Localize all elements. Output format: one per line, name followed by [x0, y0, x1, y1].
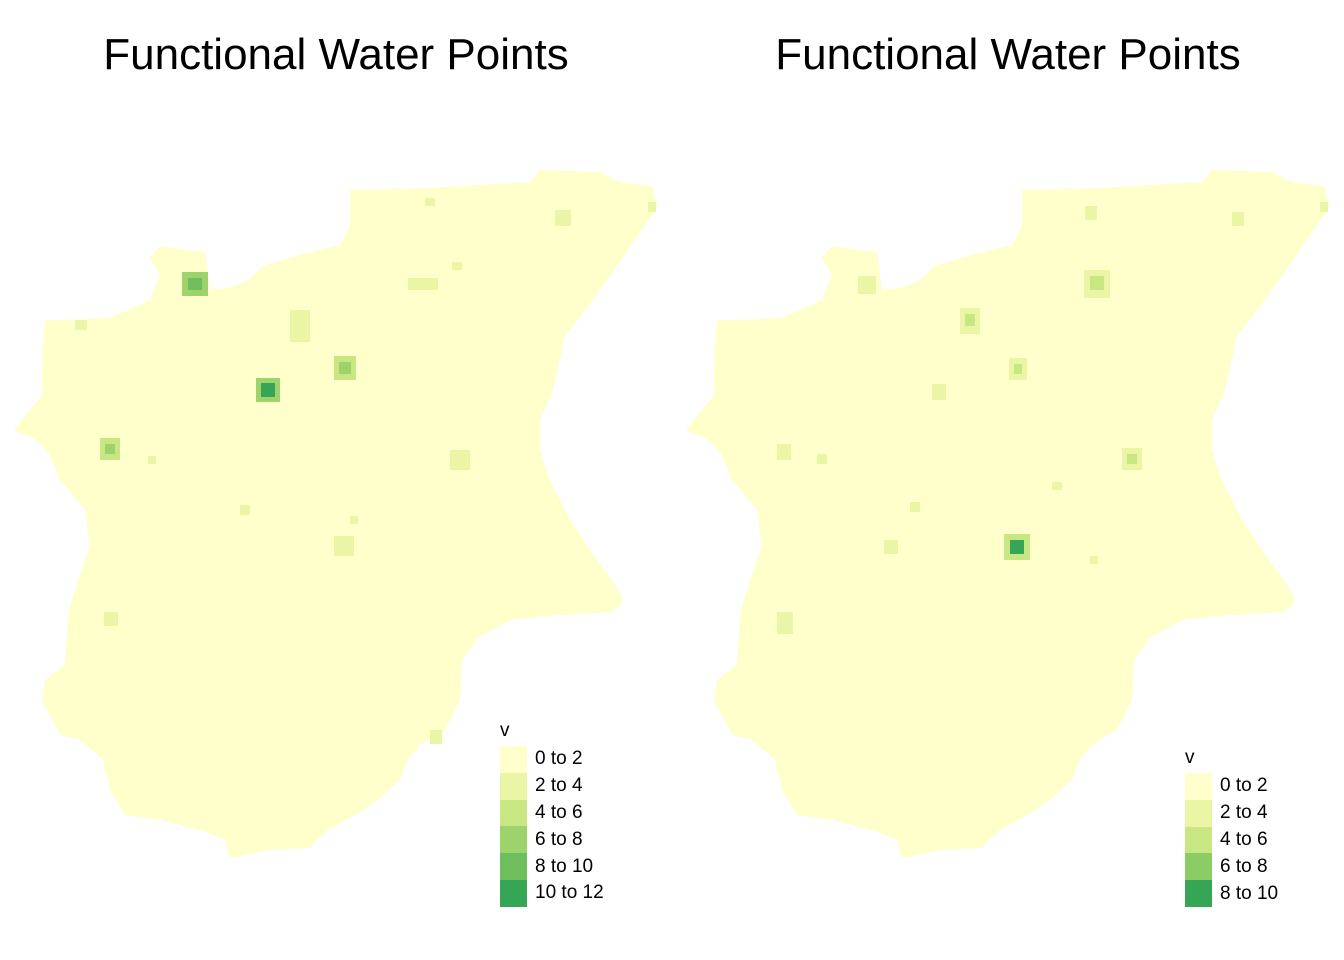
- hotspot-cell: [555, 210, 571, 226]
- hotspot-cell: [290, 310, 310, 342]
- hotspot-cell: [350, 516, 358, 524]
- legend-item: 2 to 4: [1185, 799, 1278, 827]
- hotspot-cell: [408, 278, 438, 290]
- hotspot-cell: [148, 456, 156, 464]
- map-title: Functional Water Points: [103, 30, 569, 79]
- hotspot-cell: [1052, 482, 1062, 490]
- hotspot-cell: [452, 262, 462, 270]
- hotspot-cell: [188, 278, 202, 290]
- legend-swatch: [1185, 826, 1212, 854]
- legend-item: 4 to 6: [500, 799, 604, 827]
- legend-swatch: [500, 826, 527, 854]
- legend-label: 2 to 4: [1220, 802, 1268, 824]
- hotspot-cell: [1127, 454, 1137, 464]
- hotspot-cell: [450, 450, 470, 470]
- legend-swatch: [1185, 799, 1212, 827]
- hotspot-cell: [1090, 556, 1098, 564]
- hotspot-cell: [910, 502, 920, 512]
- legend-swatch: [500, 853, 527, 880]
- hotspot-cell: [430, 730, 442, 744]
- hotspot-cell: [965, 314, 975, 326]
- legend-swatch: [500, 879, 527, 907]
- hotspot-cell: [425, 198, 435, 206]
- legend-title: v: [1185, 747, 1195, 768]
- legend-label: 8 to 10: [535, 855, 594, 877]
- legend-item: 8 to 10: [500, 853, 604, 880]
- density-map: [686, 170, 1330, 858]
- map-panel-right: Functional Water Points: [672, 0, 1344, 960]
- hotspot-cell: [1320, 202, 1328, 212]
- hotspot-cell: [105, 444, 115, 454]
- map-panel-left: Functional Water Points: [14, 30, 658, 907]
- legend-label: 0 to 2: [1220, 775, 1268, 797]
- density-map: [14, 170, 658, 858]
- legend-item: 4 to 6: [1185, 826, 1278, 854]
- hotspot-cell: [104, 612, 118, 626]
- legend-swatch: [500, 746, 527, 773]
- legend-item: 0 to 2: [500, 746, 604, 773]
- hotspot-cell: [858, 276, 876, 294]
- legend-item: 2 to 4: [500, 772, 604, 800]
- legend-label: 6 to 8: [535, 828, 583, 850]
- hotspot-cell: [648, 202, 656, 212]
- hotspot-cell: [1085, 206, 1097, 220]
- legend-item: 6 to 8: [500, 826, 604, 854]
- legend-swatch: [1185, 880, 1212, 907]
- density-hotspots: [75, 198, 656, 744]
- legend-label: 6 to 8: [1220, 855, 1268, 877]
- legend-label: 2 to 4: [535, 775, 583, 797]
- density-hotspots: [777, 202, 1328, 634]
- legend-swatch: [500, 799, 527, 827]
- hotspot-cell: [339, 362, 351, 374]
- hotspot-cell: [817, 454, 827, 464]
- legend-title: v: [500, 720, 510, 741]
- hotspot-cell: [261, 383, 275, 397]
- hotspot-cell: [1010, 540, 1024, 554]
- hotspot-cell: [1090, 276, 1104, 290]
- legend-swatch: [1185, 853, 1212, 881]
- hotspot-cell: [75, 320, 87, 330]
- region-area: [14, 170, 658, 858]
- legend-swatch: [1185, 773, 1212, 800]
- legend-item: 6 to 8: [1185, 853, 1278, 881]
- map-legend: v 0 to 2 2 to 4 4 to 6 6 to 8 8 to 10: [1185, 743, 1278, 907]
- legend-label: 8 to 10: [1220, 882, 1279, 904]
- hotspot-cell: [932, 384, 946, 400]
- legend-label: 10 to 12: [535, 882, 604, 904]
- hotspot-cell: [884, 540, 898, 554]
- hotspot-cell: [240, 505, 250, 515]
- legend-item: 10 to 12: [500, 879, 604, 907]
- map-legend: v 0 to 2 2 to 4 4 to 6 6 to 8 8 to 10 10…: [500, 716, 604, 907]
- hotspot-cell: [1232, 212, 1244, 226]
- region-area: [686, 170, 1330, 858]
- hotspot-cell: [777, 612, 793, 634]
- legend-label: 4 to 6: [535, 801, 583, 823]
- hotspot-cell: [334, 536, 354, 556]
- legend-label: 0 to 2: [535, 748, 583, 770]
- hotspot-cell: [1014, 364, 1022, 374]
- legend-item: 0 to 2: [1185, 773, 1278, 800]
- hotspot-cell: [777, 444, 791, 460]
- legend-label: 4 to 6: [1220, 828, 1268, 850]
- legend-swatch: [500, 772, 527, 800]
- legend-item: 8 to 10: [1185, 880, 1278, 907]
- map-title: Functional Water Points: [775, 30, 1241, 79]
